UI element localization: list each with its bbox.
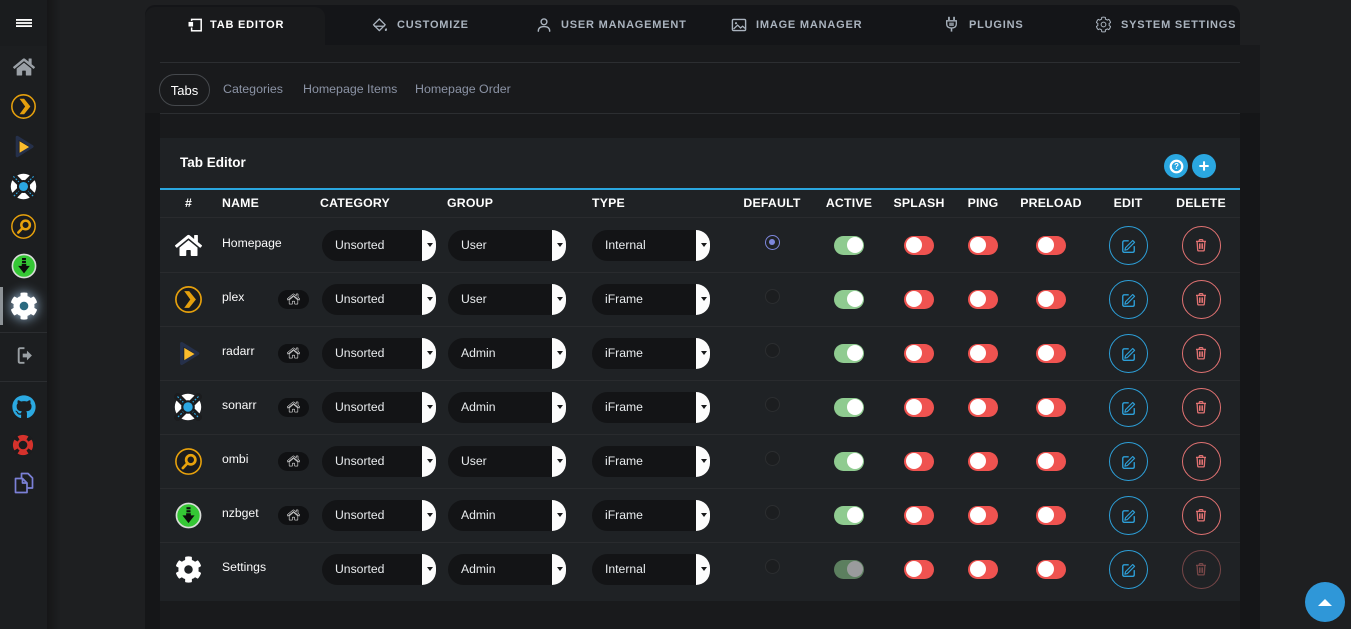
svg-text:?: ? [1174, 162, 1179, 171]
